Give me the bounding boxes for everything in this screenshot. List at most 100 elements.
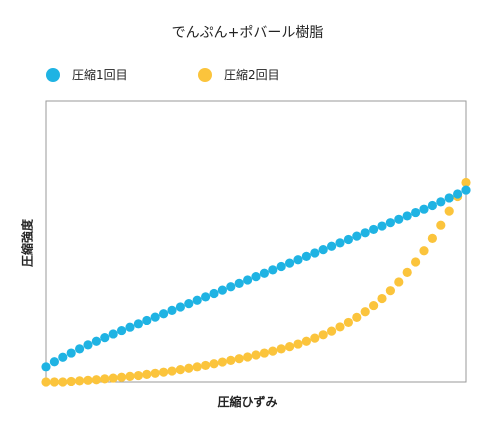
data-point-series-1-5[interactable]: [83, 340, 93, 350]
data-point-series-2-45[interactable]: [419, 246, 429, 256]
data-point-series-2-3[interactable]: [66, 376, 76, 387]
data-point-series-2-21[interactable]: [217, 357, 227, 367]
data-point-series-1-18[interactable]: [192, 295, 202, 305]
data-point-series-2-9[interactable]: [117, 372, 127, 382]
data-point-series-2-8[interactable]: [108, 373, 118, 383]
data-point-series-2-30[interactable]: [293, 339, 303, 349]
data-point-series-1-23[interactable]: [234, 278, 244, 288]
data-point-series-2-18[interactable]: [192, 362, 202, 372]
data-point-series-1-9[interactable]: [117, 325, 127, 336]
data-point-series-1-19[interactable]: [201, 292, 211, 302]
data-point-series-2-41[interactable]: [385, 286, 395, 296]
data-point-series-1-25[interactable]: [251, 272, 261, 282]
data-point-series-2-24[interactable]: [243, 352, 253, 362]
data-point-series-1-24[interactable]: [243, 275, 253, 285]
data-point-series-2-35[interactable]: [335, 322, 345, 332]
data-point-series-1-34[interactable]: [327, 241, 337, 251]
data-point-series-1-7[interactable]: [100, 333, 110, 343]
data-point-series-1-39[interactable]: [369, 224, 379, 235]
data-point-series-2-50[interactable]: [461, 177, 471, 188]
data-point-series-1-33[interactable]: [318, 245, 328, 255]
data-point-series-1-35[interactable]: [335, 238, 345, 248]
data-point-series-2-0[interactable]: [41, 377, 51, 387]
data-point-series-2-40[interactable]: [377, 293, 387, 304]
data-point-series-2-26[interactable]: [259, 348, 269, 358]
data-point-series-2-44[interactable]: [411, 257, 421, 267]
data-point-series-2-6[interactable]: [91, 375, 101, 385]
data-point-series-2-43[interactable]: [402, 267, 412, 278]
data-point-series-1-6[interactable]: [91, 336, 101, 346]
data-point-series-1-29[interactable]: [285, 258, 295, 268]
data-point-series-2-23[interactable]: [234, 354, 244, 364]
data-point-series-2-4[interactable]: [75, 376, 85, 386]
data-point-series-1-15[interactable]: [167, 305, 177, 315]
data-point-series-1-47[interactable]: [436, 197, 446, 207]
data-point-series-1-49[interactable]: [453, 189, 463, 199]
data-point-series-2-5[interactable]: [83, 375, 93, 385]
legend-item-series-2[interactable]: 圧縮2回目: [198, 66, 280, 83]
data-point-series-1-2[interactable]: [58, 352, 68, 362]
data-point-series-2-20[interactable]: [209, 359, 219, 369]
data-point-series-1-20[interactable]: [209, 288, 219, 299]
data-point-series-2-1[interactable]: [49, 377, 60, 387]
data-point-series-1-0[interactable]: [41, 362, 51, 372]
data-point-series-2-37[interactable]: [352, 312, 362, 322]
data-point-series-2-47[interactable]: [436, 220, 446, 230]
data-point-series-2-7[interactable]: [100, 374, 110, 384]
data-point-series-1-26[interactable]: [259, 268, 269, 278]
data-point-series-2-48[interactable]: [444, 206, 454, 216]
data-point-series-1-8[interactable]: [108, 329, 118, 339]
data-point-series-2-42[interactable]: [394, 277, 404, 287]
data-point-series-1-27[interactable]: [268, 265, 278, 275]
data-point-series-2-34[interactable]: [327, 326, 337, 336]
data-point-series-2-15[interactable]: [167, 366, 177, 376]
data-point-series-1-21[interactable]: [217, 285, 227, 295]
data-point-series-2-14[interactable]: [159, 367, 169, 377]
data-point-series-1-12[interactable]: [142, 315, 152, 326]
data-point-series-1-31[interactable]: [301, 251, 311, 261]
data-point-series-2-13[interactable]: [150, 368, 160, 378]
legend-item-series-1[interactable]: 圧縮1回目: [46, 66, 128, 83]
data-point-series-2-38[interactable]: [360, 307, 370, 317]
data-point-series-1-17[interactable]: [184, 299, 194, 309]
data-point-series-1-38[interactable]: [360, 228, 370, 238]
data-point-series-2-36[interactable]: [343, 317, 353, 328]
data-point-series-1-36[interactable]: [343, 234, 353, 245]
data-point-series-2-27[interactable]: [268, 346, 278, 356]
data-point-series-2-32[interactable]: [310, 333, 320, 343]
data-point-series-1-42[interactable]: [394, 214, 404, 224]
data-point-series-2-2[interactable]: [58, 377, 68, 387]
data-point-series-1-10[interactable]: [125, 322, 135, 332]
data-point-series-1-1[interactable]: [49, 357, 60, 367]
data-point-series-1-40[interactable]: [377, 221, 387, 231]
data-point-series-2-19[interactable]: [201, 360, 211, 371]
data-point-series-1-46[interactable]: [427, 200, 437, 211]
data-point-series-1-30[interactable]: [293, 255, 303, 265]
data-point-series-1-44[interactable]: [411, 207, 421, 218]
data-point-series-1-4[interactable]: [75, 344, 85, 354]
data-point-series-1-14[interactable]: [159, 309, 169, 319]
data-point-series-1-13[interactable]: [150, 312, 160, 322]
data-point-series-1-37[interactable]: [352, 231, 362, 241]
data-point-series-1-11[interactable]: [133, 319, 143, 329]
data-point-series-1-43[interactable]: [402, 211, 412, 221]
data-point-series-2-28[interactable]: [276, 344, 286, 354]
data-point-series-1-45[interactable]: [419, 204, 429, 214]
data-point-series-1-28[interactable]: [276, 261, 286, 272]
data-point-series-2-46[interactable]: [427, 233, 437, 244]
data-point-series-1-48[interactable]: [444, 193, 454, 203]
data-point-series-1-22[interactable]: [226, 282, 236, 292]
data-point-series-1-32[interactable]: [310, 248, 320, 258]
data-point-series-2-33[interactable]: [318, 330, 328, 340]
data-point-series-2-25[interactable]: [251, 350, 261, 360]
data-point-series-2-16[interactable]: [175, 365, 185, 375]
data-point-series-2-31[interactable]: [301, 336, 311, 346]
data-point-series-1-50[interactable]: [461, 185, 471, 195]
data-point-series-2-29[interactable]: [285, 341, 295, 352]
data-point-series-2-17[interactable]: [184, 363, 194, 373]
data-point-series-2-10[interactable]: [125, 371, 135, 381]
data-point-series-1-41[interactable]: [385, 218, 395, 228]
data-point-series-2-11[interactable]: [133, 370, 143, 381]
data-point-series-2-12[interactable]: [142, 369, 152, 380]
data-point-series-2-22[interactable]: [226, 355, 236, 365]
